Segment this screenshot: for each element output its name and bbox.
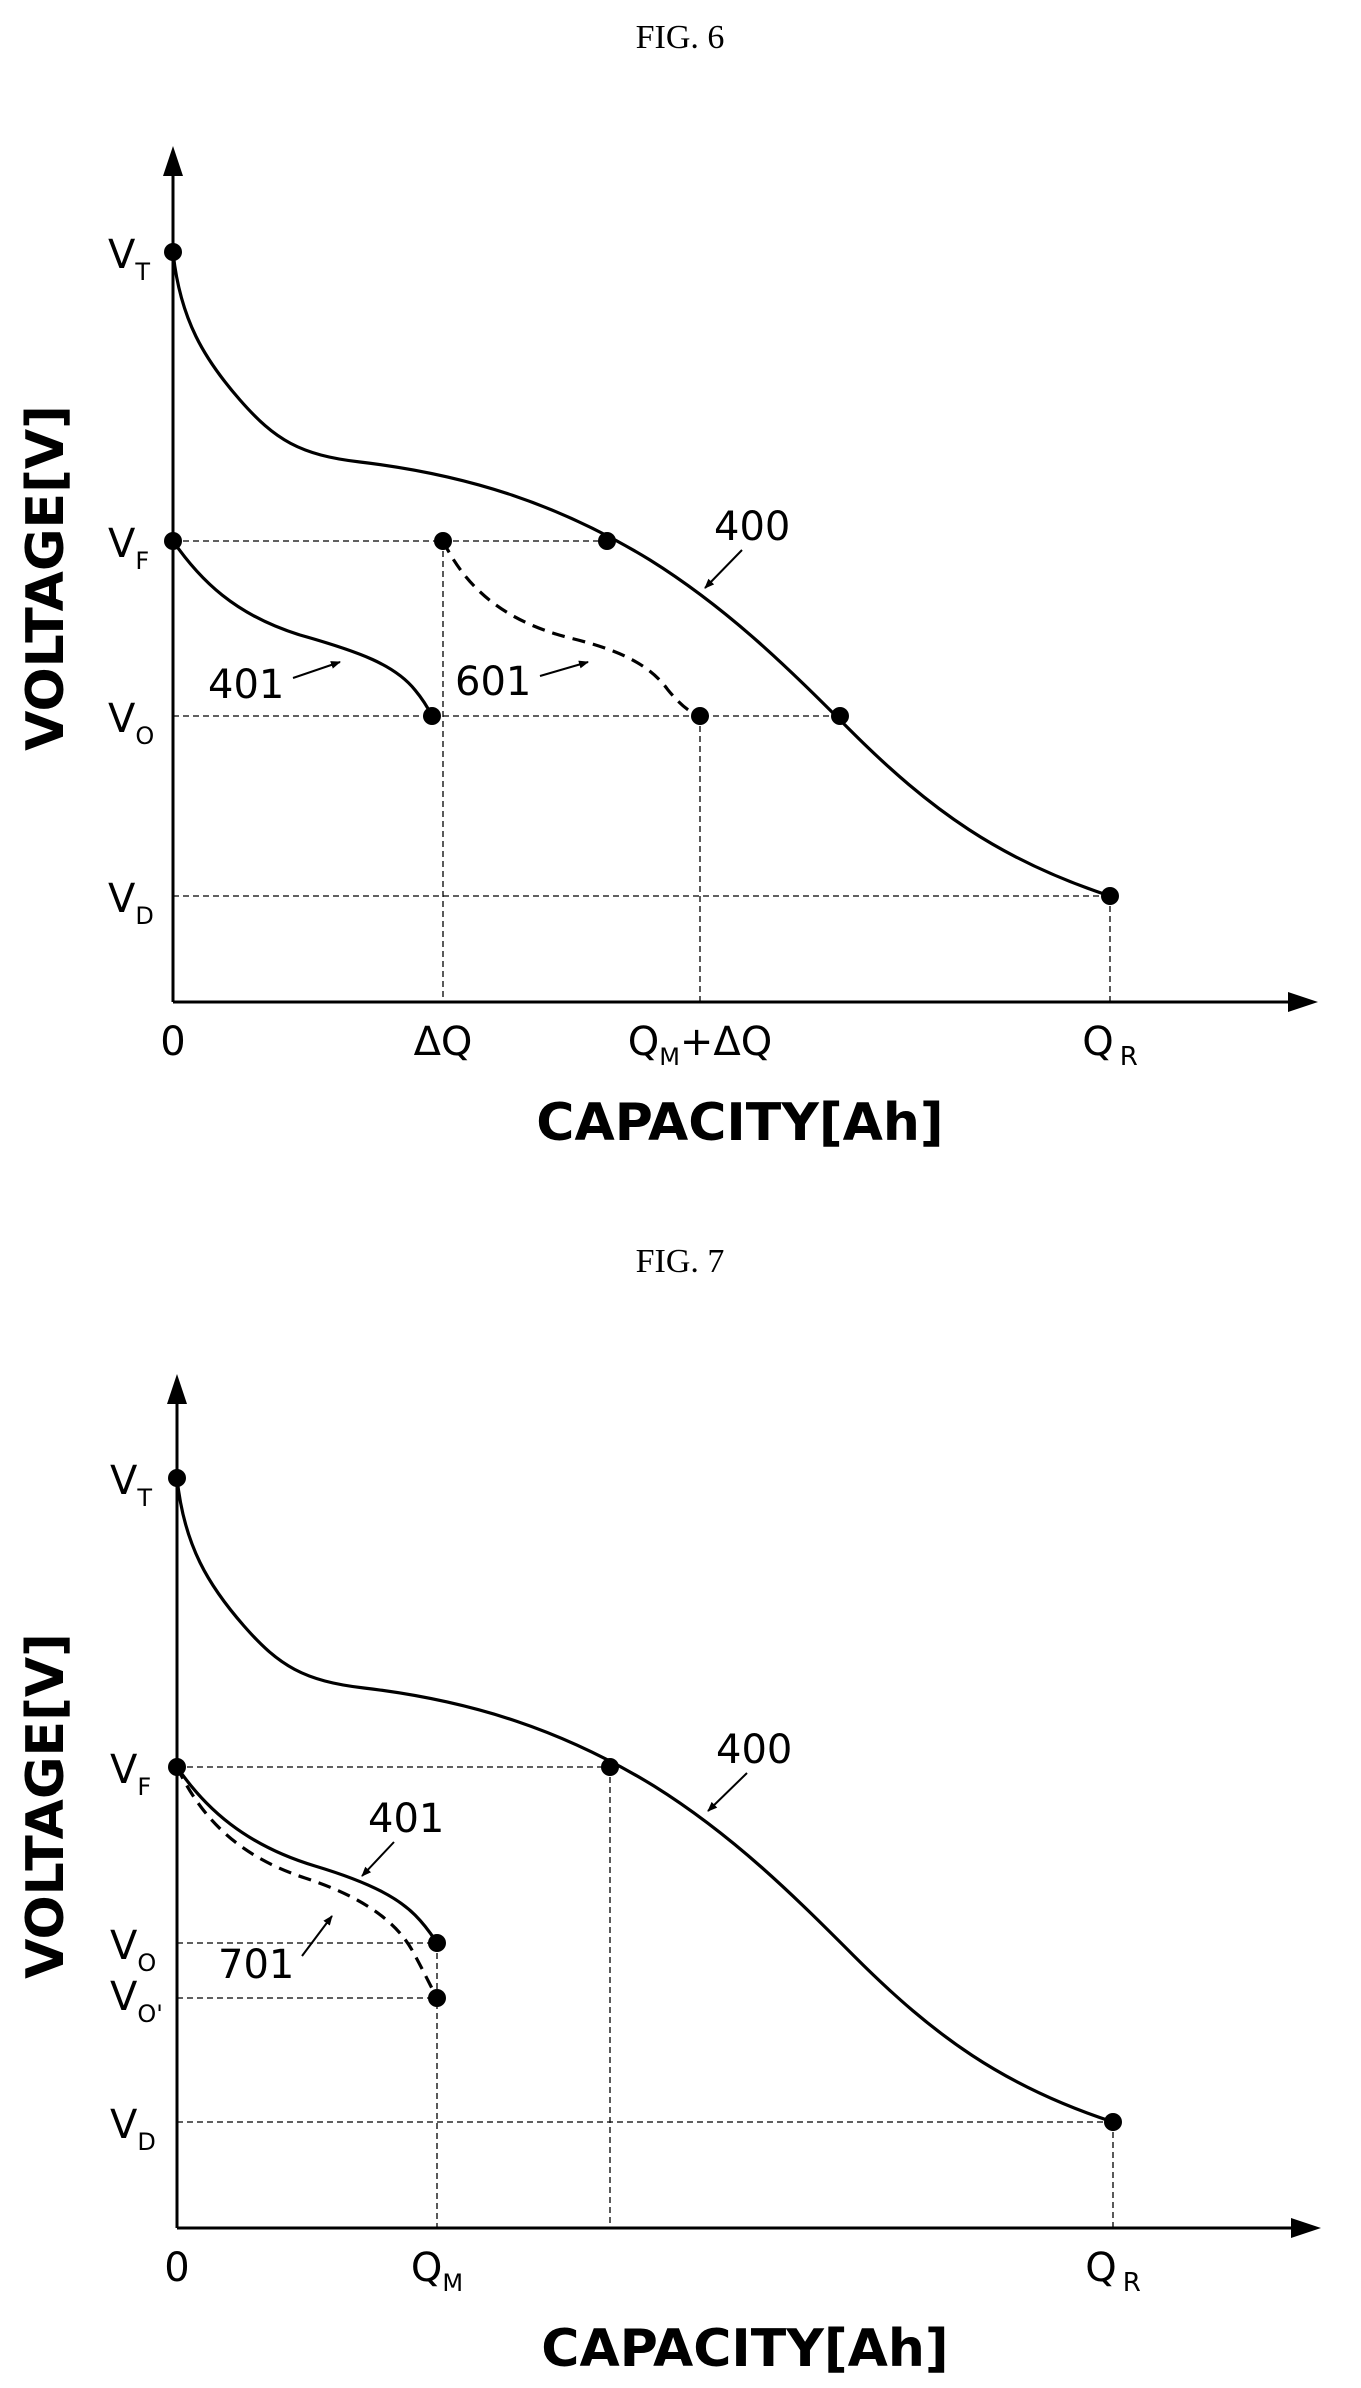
fig6-xtick-qmdq: QM+ΔQ [628, 1019, 773, 1071]
fig7-curve-701 [175, 1766, 439, 1999]
figure-7-caption: FIG. 7 [636, 1243, 725, 1280]
fig6-curve-401 [171, 540, 434, 717]
fig7-ytick-vop: VO' [110, 1974, 163, 2028]
fig7-leader-400 [707, 1772, 748, 1812]
fig7-leader-701 [301, 1915, 333, 1957]
fig7-y-axis-arrowhead [167, 1374, 187, 1404]
fig6-curve-labels: 400 401 601 [208, 504, 790, 708]
fig7-point-401-end [428, 1934, 446, 1952]
fig6-ytick-vd: VD [108, 876, 154, 930]
fig7-point-400-vf [601, 1758, 619, 1776]
fig6-point-601-end [691, 707, 709, 725]
fig7-curve-400 [175, 1477, 1114, 2124]
fig6-ytick-vo: VO [108, 696, 154, 750]
fig6-label-400: 400 [714, 504, 790, 550]
fig6-xtick-zero: 0 [160, 1019, 185, 1065]
fig6-curve-601 [441, 540, 701, 718]
fig6-points [164, 243, 1119, 905]
fig6-point-vt [164, 243, 182, 261]
fig7-curve-labels: 400 401 701 [218, 1727, 792, 1988]
fig7-ytick-vd: VD [110, 2102, 156, 2156]
fig7-xtick-qm: QM [411, 2245, 463, 2297]
fig7-label-400: 400 [716, 1727, 792, 1773]
figure-7: FIG. 7 VOLTAGE[V] CAPACITY[Ah] [16, 1243, 1321, 2379]
fig7-point-vt [168, 1469, 186, 1487]
fig7-y-tick-labels: VT VF VO VO' VD [110, 1458, 163, 2156]
fig7-label-701: 701 [218, 1942, 294, 1988]
fig7-label-401: 401 [368, 1796, 444, 1842]
fig7-curve-401 [175, 1766, 439, 1944]
figure-6: FIG. 6 VOLTAGE[V] CAPACITY[Ah] [16, 19, 1318, 1153]
fig7-point-qr-vd [1104, 2113, 1122, 2131]
fig7-x-axis-title: CAPACITY[Ah] [541, 2319, 948, 2379]
fig6-point-vf [164, 532, 182, 550]
fig6-y-axis-title: VOLTAGE[V] [16, 405, 76, 751]
fig6-point-400-vo [831, 707, 849, 725]
fig6-ytick-vt: VT [108, 232, 150, 286]
fig6-label-401: 401 [208, 662, 284, 708]
fig7-points [168, 1469, 1122, 2131]
fig6-point-dq-vf [434, 532, 452, 550]
fig7-leader-401 [361, 1841, 395, 1877]
fig7-point-vf [168, 1758, 186, 1776]
figure-6-caption: FIG. 6 [636, 19, 725, 56]
fig7-ytick-vt: VT [110, 1458, 152, 1512]
fig6-leader-401 [292, 661, 341, 679]
fig7-guide-lines [177, 1766, 1114, 2228]
fig6-y-tick-labels: VT VF VO VD [108, 232, 154, 930]
fig6-xtick-dq: ΔQ [414, 1019, 473, 1065]
fig6-point-400-vf [598, 532, 616, 550]
fig6-label-601: 601 [455, 659, 531, 705]
fig7-y-axis-title: VOLTAGE[V] [16, 1633, 76, 1979]
fig7-point-701-end [428, 1989, 446, 2007]
fig6-point-401-end [423, 707, 441, 725]
fig7-xtick-zero: 0 [164, 2245, 189, 2291]
fig7-ytick-vo: VO [110, 1923, 156, 1977]
fig6-curve-400 [171, 251, 1111, 898]
fig6-guide-lines [173, 540, 1111, 1002]
fig6-y-axis-arrowhead [163, 146, 183, 176]
fig7-x-axis-arrowhead [1291, 2218, 1321, 2238]
fig6-point-qr-vd [1101, 887, 1119, 905]
fig7-ytick-vf: VF [110, 1747, 151, 1801]
fig6-leader-601 [539, 660, 589, 677]
fig6-x-axis-title: CAPACITY[Ah] [536, 1093, 943, 1153]
fig6-ytick-vf: VF [108, 521, 149, 575]
fig6-x-axis-arrowhead [1288, 992, 1318, 1012]
fig6-leader-400 [704, 549, 743, 589]
